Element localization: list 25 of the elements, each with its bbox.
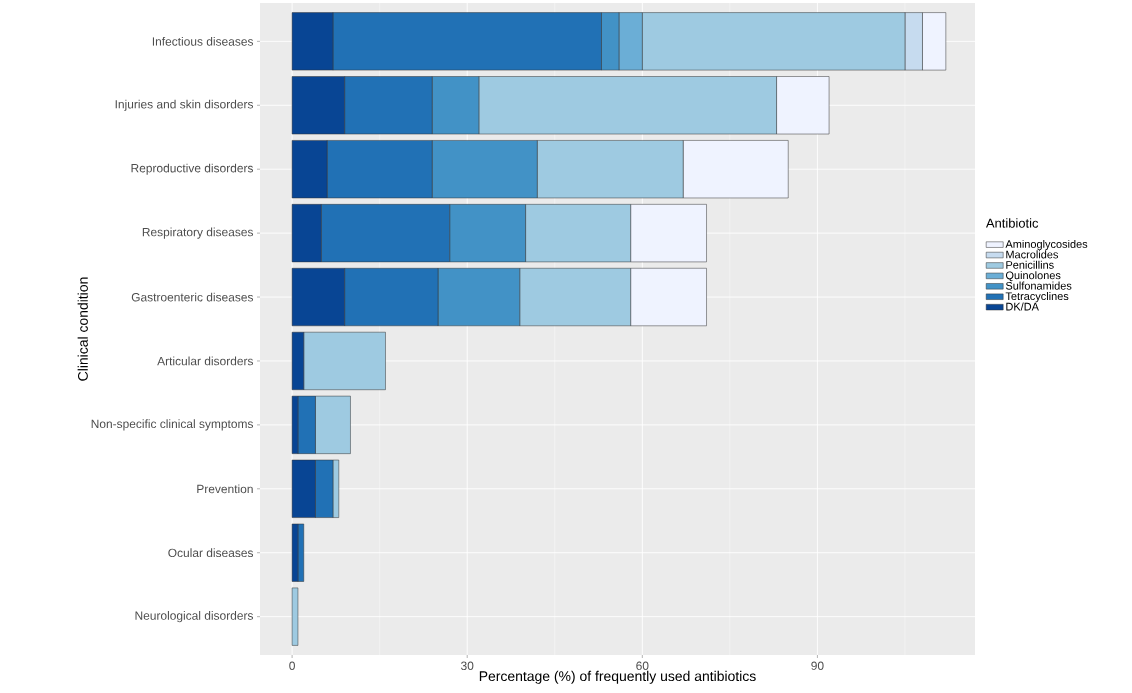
x-tick-label: 30 [461,661,474,670]
y-tick-label: Non-specific clinical symptoms [91,419,254,431]
y-tick-label: Respiratory diseases [142,227,254,239]
bar [291,587,299,646]
y-tick-label: Neurological disorders [135,611,254,623]
x-tick-label: 0 [289,661,295,670]
y-tick-label: Reproductive disorders [131,163,254,175]
y-axis-title: Clinical condition [77,277,88,381]
legend-label: Macrolides [1006,250,1059,259]
legend-label: Aminoglycosides [1005,239,1088,251]
legend-label: Penicillins [1006,260,1054,269]
x-tick-label: 60 [636,661,649,670]
legend-label: DK/DA [1006,302,1039,311]
y-tick-label: Prevention [197,484,253,494]
y-tick-label: Injuries and skin disorders [115,99,254,111]
legend-label: Quinolones [1005,271,1061,282]
x-tick-label: 90 [811,661,824,670]
y-tick-label: Infectious diseases [152,36,254,46]
y-tick-label: Ocular diseases [168,548,254,558]
y-tick-label: Gastroenteric diseases [131,292,254,302]
legend-title: Antibiotic [985,218,1039,228]
y-tick-label: Articular disorders [157,356,254,366]
legend-label: Tetracyclines [1005,292,1069,303]
x-axis-title: Percentage (%) of frequently used antibiotics [479,670,756,684]
legend-label: Sulfonamides [1005,281,1072,290]
